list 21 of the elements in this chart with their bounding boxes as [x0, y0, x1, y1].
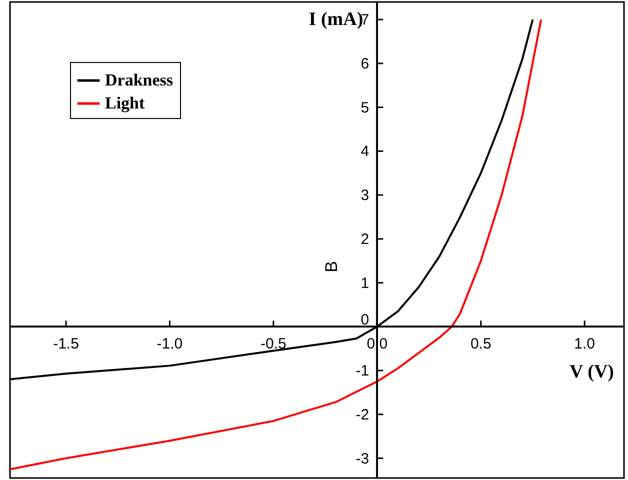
y-tick-label: 4 [360, 143, 370, 160]
legend-label: Light [105, 94, 146, 112]
annotation: B [322, 260, 342, 272]
y-tick-label: 1 [360, 274, 370, 292]
y-tick-label: -3 [356, 450, 370, 468]
y-tick-label: 7 [360, 12, 370, 29]
y-tick-label: -2 [356, 406, 370, 424]
legend-label: Drakness [105, 70, 174, 90]
y-tick-label: 5 [360, 99, 370, 116]
x-tick-label: -1.5 [53, 336, 79, 353]
y-tick-label: 3 [360, 187, 370, 204]
y-tick-label: 6 [360, 55, 370, 72]
x-axis-title: V (V) [569, 362, 614, 383]
y-tick-label: 2 [360, 230, 370, 248]
x-tick-label: -0.5 [260, 336, 286, 353]
x-tick-label: -1.0 [156, 336, 183, 353]
x-tick-label: 0.5 [470, 336, 492, 353]
y-axis-title: I (mA) [308, 9, 364, 30]
y-tick-label: 0 [360, 312, 370, 329]
y-tick-label: -1 [356, 362, 370, 380]
x-tick-label: 1.0 [574, 336, 596, 353]
